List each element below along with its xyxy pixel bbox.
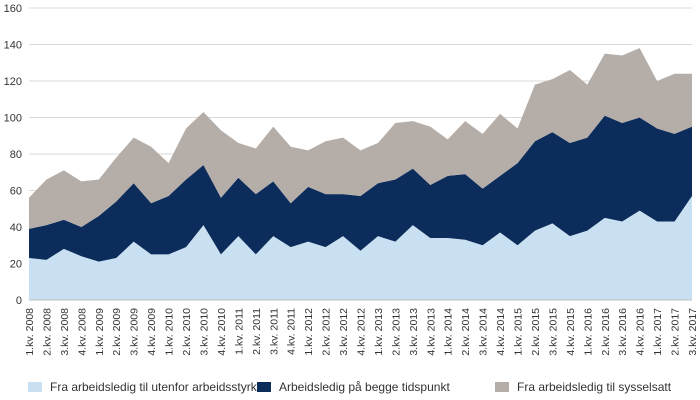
chart-legend: Fra arbeidsledig til utenfor arbeidsstyr… [0, 380, 700, 400]
y-tick-label: 160 [4, 3, 22, 15]
y-tick-label: 40 [10, 222, 22, 234]
x-tick-label: 1.kv. 2009 [94, 308, 106, 356]
x-tick-label: 1.kv. 2008 [24, 308, 36, 356]
x-tick-label: 1.kv. 2017 [652, 308, 664, 356]
area-series-2 [29, 115, 692, 262]
x-tick-label: 3.kv. 2016 [617, 308, 629, 356]
x-tick-label: 4.kv. 2010 [216, 308, 228, 356]
legend-swatch [257, 382, 271, 392]
x-tick-label: 3.kv. 2013 [408, 308, 420, 356]
x-tick-label: 2.kv. 2009 [111, 308, 123, 356]
x-tick-label: 3.kv. 2012 [338, 308, 350, 356]
area-series-1 [29, 195, 692, 300]
x-tick-label: 4.kv. 2013 [425, 308, 437, 356]
x-tick-label: 2.kv. 2016 [600, 308, 612, 356]
x-tick-label: 2.kv. 2008 [41, 308, 53, 356]
x-tick-label: 4.kv. 2015 [565, 308, 577, 356]
x-tick-label: 3.kv. 2014 [478, 308, 490, 356]
x-tick-label: 3.kv. 2011 [268, 308, 280, 355]
x-tick-label: 2.kv. 2015 [530, 308, 542, 356]
y-tick-label: 20 [10, 259, 22, 271]
x-tick-label: 4.kv. 2011 [286, 308, 298, 355]
legend-item: Fra arbeidsledig til utenfor arbeidsstyr… [28, 380, 270, 394]
x-axis-ticks: 1.kv. 2008 2.kv. 2008 3.kv. 2008 4.kv. 2008… [24, 299, 699, 356]
y-tick-label: 0 [16, 295, 22, 307]
legend-item: Fra arbeidsledig til sysselsatt [495, 380, 671, 394]
legend-label: Fra arbeidsledig til utenfor arbeidsstyr… [50, 380, 271, 394]
x-tick-label: 4.kv. 2012 [356, 308, 368, 356]
legend-swatch [495, 382, 509, 392]
y-tick-label: 120 [4, 76, 22, 88]
x-tick-label: 4.kv. 2009 [146, 308, 158, 356]
x-tick-label: 1.kv. 2010 [164, 308, 176, 356]
y-axis-ticks: 0 20 40 60 80 100 120 140 160 [4, 3, 22, 307]
legend-item: Arbeidsledig på begge tidspunkt [257, 380, 450, 394]
x-tick-label: 4.kv. 2016 [635, 308, 647, 356]
x-tick-label: 3.kv. 2017 [687, 308, 699, 356]
legend-label: Arbeidsledig på begge tidspunkt [279, 380, 450, 394]
y-tick-label: 100 [4, 113, 22, 125]
x-tick-label: 2.kv. 2014 [460, 308, 472, 356]
x-tick-label: 2.kv. 2013 [390, 308, 402, 356]
x-tick-label: 4.kv. 2014 [495, 308, 507, 356]
y-tick-label: 80 [10, 149, 22, 161]
x-tick-label: 1.kv. 2014 [443, 308, 455, 356]
x-tick-label: 2.kv. 2017 [670, 308, 682, 356]
legend-swatch [28, 382, 42, 392]
x-tick-label: 2.kv. 2011 [251, 308, 263, 355]
x-tick-label: 3.kv. 2010 [198, 308, 210, 356]
area-series-3 [29, 48, 692, 229]
x-tick-label: 2.kv. 2012 [321, 308, 333, 356]
x-tick-label: 2.kv. 2010 [181, 308, 193, 356]
y-tick-label: 60 [10, 186, 22, 198]
x-tick-label: 1.kv. 2015 [513, 308, 525, 356]
x-tick-label: 1.kv. 2012 [303, 308, 315, 356]
x-tick-label: 3.kv. 2008 [59, 308, 71, 356]
x-tick-label: 3.kv. 2009 [129, 308, 141, 356]
x-tick-label: 1.kv. 2011 [233, 308, 245, 355]
x-tick-label: 1.kv. 2016 [582, 308, 594, 356]
stacked-area-chart: 0 20 40 60 80 100 120 140 160 1.kv. 2008 2.kv. 20… [4, 3, 699, 356]
legend-label: Fra arbeidsledig til sysselsatt [517, 380, 672, 394]
x-tick-label: 3.kv. 2015 [547, 308, 559, 356]
x-tick-label: 1.kv. 2013 [373, 308, 385, 356]
area-series [29, 48, 692, 300]
y-tick-label: 140 [4, 40, 22, 52]
x-tick-label: 4.kv. 2008 [76, 308, 88, 356]
